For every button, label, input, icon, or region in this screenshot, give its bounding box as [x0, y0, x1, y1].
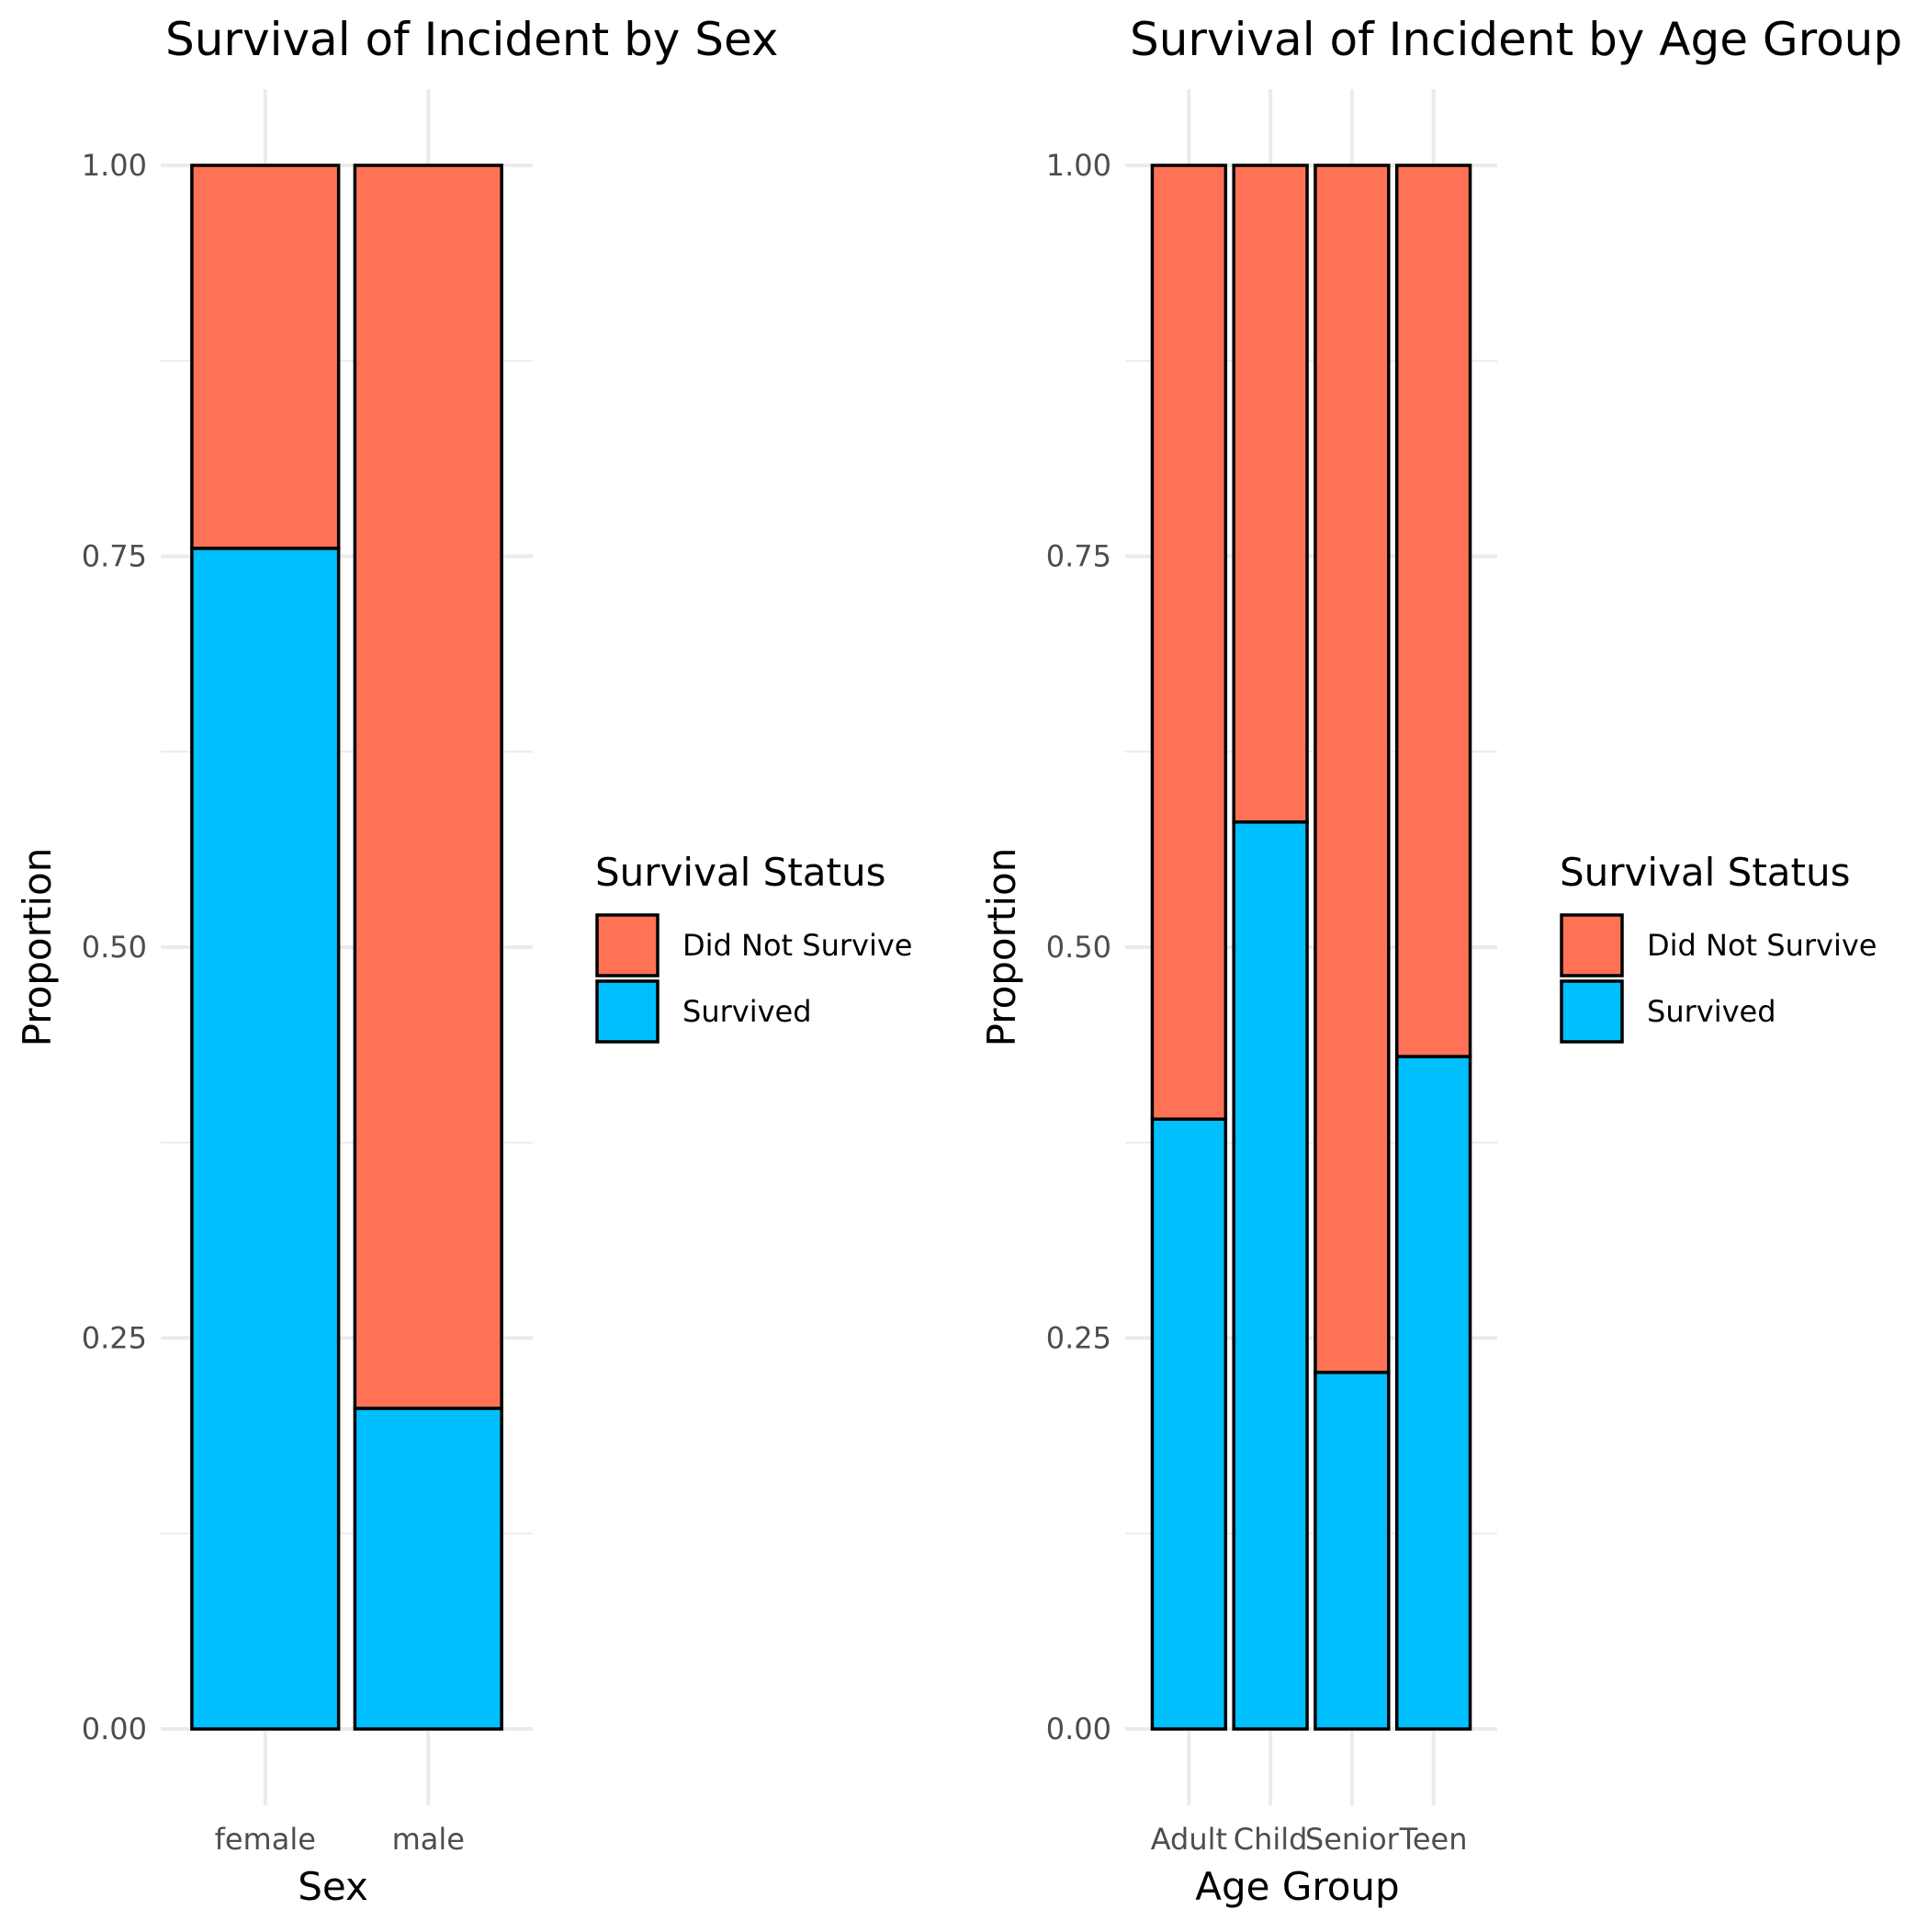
bar-did-not-survive-male [353, 164, 503, 1410]
bar-did-not-survive-adult [1150, 164, 1228, 1121]
y-tick-label: 0.50 [1046, 930, 1111, 965]
bar-survived-male [353, 1407, 503, 1731]
legend-key [1560, 979, 1624, 1044]
legend-key [595, 913, 660, 977]
chart-title: Survival of Incident by Age Group [1130, 13, 1902, 66]
bar-did-not-survive-female [190, 164, 341, 550]
y-tick-label: 0.00 [82, 1712, 147, 1746]
legend: Survival Status Did Not Survive Survived [1560, 850, 1877, 1044]
bar-survived-child [1232, 820, 1309, 1731]
chart-panel-1: 0.00 0.25 0.50 0.75 1.00 female male Survival o… [15, 13, 912, 1909]
x-tick-label: Senior [1305, 1822, 1400, 1857]
y-tick-label: 0.25 [82, 1321, 147, 1356]
legend-key [1560, 913, 1624, 977]
bar-survived-senior [1314, 1371, 1391, 1731]
legend-label: Did Not Survive [1647, 928, 1877, 963]
y-axis-title: Proportion [15, 848, 60, 1047]
y-tick-label: 0.00 [1046, 1712, 1111, 1746]
bar-survived-female [190, 547, 341, 1731]
bar-did-not-survive-senior [1314, 164, 1391, 1374]
x-tick-label: male [392, 1822, 465, 1857]
legend-key [595, 979, 660, 1044]
legend-label: Did Not Survive [682, 928, 912, 963]
x-tick-label: Child [1234, 1822, 1308, 1857]
legend-title: Survival Status [595, 850, 886, 895]
y-tick-label: 0.75 [1046, 539, 1111, 574]
bar-survived-adult [1150, 1117, 1228, 1731]
x-axis-title: Sex [298, 1864, 368, 1909]
chart-title: Survival of Incident by Sex [165, 13, 779, 66]
x-tick-label: Adult [1151, 1822, 1227, 1857]
y-tick-label: 0.50 [82, 930, 147, 965]
y-tick-label: 1.00 [1046, 148, 1111, 183]
x-axis-title: Age Group [1195, 1864, 1399, 1909]
legend: Survival Status Did Not Survive Survived [595, 850, 912, 1044]
bar-did-not-survive-teen [1394, 164, 1472, 1058]
y-tick-label: 0.75 [82, 539, 147, 574]
y-tick-label: 1.00 [82, 148, 147, 183]
y-tick-label: 0.25 [1046, 1321, 1111, 1356]
legend-title: Survival Status [1560, 850, 1851, 895]
y-axis-title: Proportion [979, 848, 1024, 1047]
x-tick-label: Teen [1399, 1822, 1468, 1857]
bar-survived-teen [1394, 1055, 1472, 1731]
x-tick-label: female [215, 1822, 316, 1857]
legend-label: Survived [1647, 994, 1776, 1029]
legend-label: Survived [682, 994, 812, 1029]
bar-did-not-survive-child [1232, 164, 1309, 824]
